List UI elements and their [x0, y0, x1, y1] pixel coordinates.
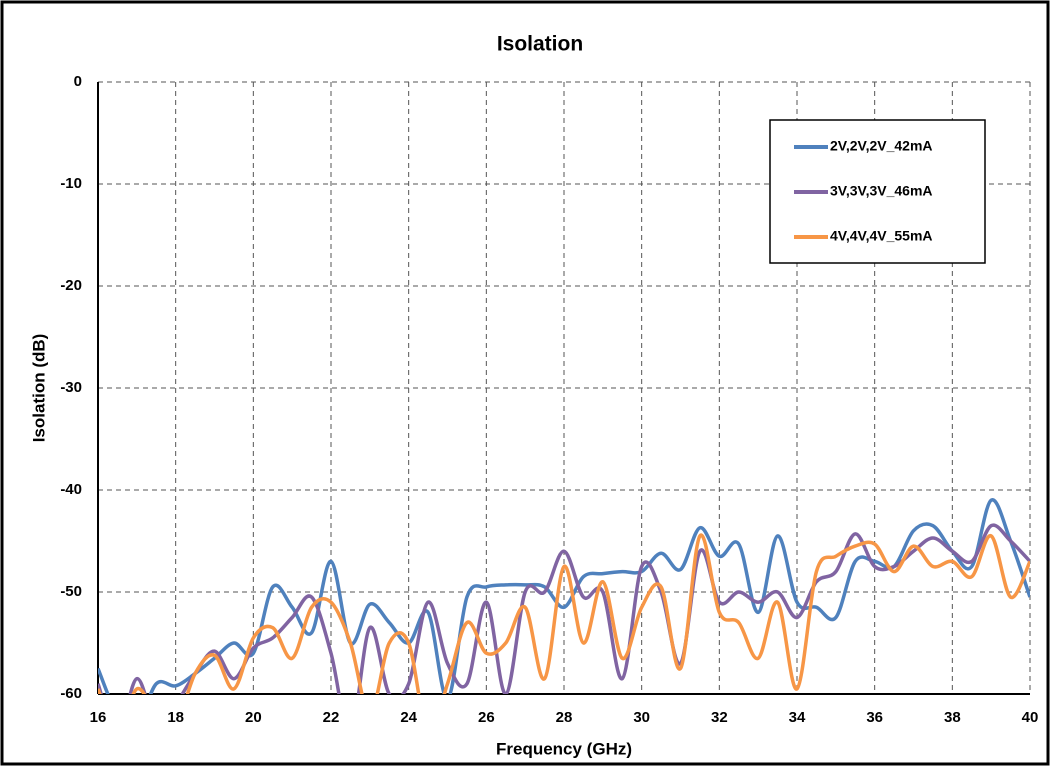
x-tick-label: 26	[478, 709, 495, 726]
x-axis-label: Frequency (GHz)	[496, 739, 632, 758]
x-tick-label: 38	[944, 709, 961, 726]
plot-area	[98, 498, 1030, 694]
x-tick-label: 24	[400, 709, 417, 726]
x-tick-label: 16	[90, 709, 107, 726]
x-tick-label: 18	[167, 709, 184, 726]
chart-title: Isolation	[497, 33, 583, 56]
x-tick-label: 22	[323, 709, 340, 726]
y-tick-label: 0	[74, 73, 82, 90]
x-tick-label: 20	[245, 709, 262, 726]
x-tick-label: 30	[633, 709, 650, 726]
x-tick-label: 40	[1022, 709, 1039, 726]
y-tick-label: -20	[60, 277, 82, 294]
y-tick-label: -60	[60, 685, 82, 702]
x-tick-label: 34	[789, 709, 806, 726]
x-tick-label: 32	[711, 709, 728, 726]
y-axis-label: Isolation (dB)	[29, 334, 48, 443]
line-series	[98, 523, 1030, 694]
y-tick-label: -10	[60, 175, 82, 192]
line-series	[98, 533, 1030, 694]
y-tick-label: -40	[60, 481, 82, 498]
legend-label: 4V,4V,4V_55mA	[830, 228, 933, 244]
y-tick-label: -50	[60, 583, 82, 600]
x-tick-label: 28	[556, 709, 573, 726]
legend-label: 3V,3V,3V_46mA	[830, 183, 933, 199]
legend-label: 2V,2V,2V_42mA	[830, 138, 933, 154]
x-tick-label: 36	[866, 709, 883, 726]
y-tick-label: -30	[60, 379, 82, 396]
